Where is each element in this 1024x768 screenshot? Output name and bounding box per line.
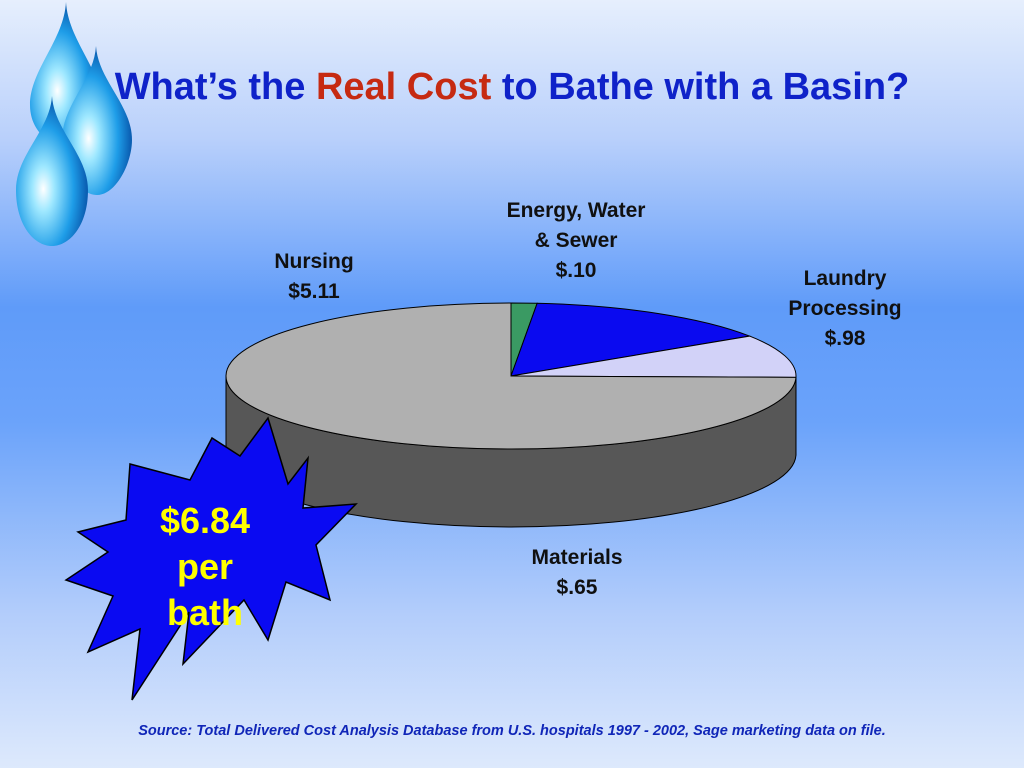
slice-label-line: Laundry xyxy=(803,267,887,290)
water-drops-decoration xyxy=(16,2,132,246)
slice-label-line: Energy, Water xyxy=(506,199,646,222)
callout-line: per xyxy=(176,546,234,587)
water-drop-icon xyxy=(62,46,132,195)
slice-label-line: $.65 xyxy=(556,576,598,599)
slice-label-laundry-processing: Laundry Processing $.98 xyxy=(788,264,901,354)
slice-label-line: & Sewer xyxy=(534,229,618,252)
source-note: Source: Total Delivered Cost Analysis Da… xyxy=(138,723,886,739)
pie-slice-materials xyxy=(510,335,797,378)
pie-slice-laundry-processing xyxy=(510,302,752,377)
callout-line: $6.84 xyxy=(159,500,251,541)
slice-label-line: Materials xyxy=(531,546,623,569)
title-prefix: What’s the xyxy=(114,66,306,108)
slice-label-line: $.98 xyxy=(824,327,866,350)
title-suffix: to Bathe with a Basin? xyxy=(501,66,910,108)
pie-slice-nursing xyxy=(225,302,797,450)
slice-label-line: Processing xyxy=(788,297,902,320)
callout-text: $6.84 per bath xyxy=(160,498,250,636)
slice-label-energy-water-sewer: Energy, Water & Sewer $.10 xyxy=(507,196,646,286)
callout-line: bath xyxy=(167,592,243,633)
water-drop-icon xyxy=(16,96,88,246)
starburst-shape xyxy=(64,416,358,701)
slice-label-line: Nursing xyxy=(274,250,354,273)
title-accent: Real Cost xyxy=(315,66,492,108)
slice-label-nursing: Nursing $5.11 xyxy=(274,247,353,307)
slice-label-materials: Materials $.65 xyxy=(531,543,622,603)
page-title: What’s the Real Cost to Bathe with a Bas… xyxy=(0,66,1024,109)
slice-label-line: $.10 xyxy=(555,259,597,282)
slice-label-line: $5.11 xyxy=(288,280,340,303)
